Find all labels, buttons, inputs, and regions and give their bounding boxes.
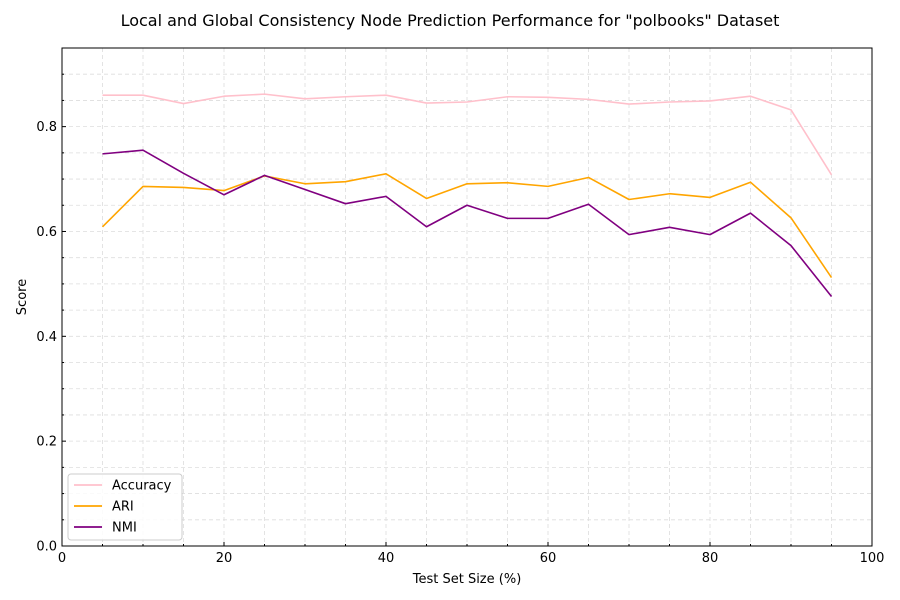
- x-axis-label: Test Set Size (%): [412, 572, 522, 587]
- x-tick-label: 100: [860, 551, 885, 566]
- chart-title: Local and Global Consistency Node Predic…: [121, 11, 780, 30]
- legend-label: Accuracy: [112, 479, 172, 494]
- x-tick-label: 40: [378, 551, 395, 566]
- series-line-accuracy: [102, 93, 833, 176]
- y-tick-label: 0.2: [36, 435, 57, 450]
- y-tick-label: 0.6: [36, 225, 57, 240]
- x-tick-label: 20: [216, 551, 233, 566]
- grid-layer: [62, 48, 872, 546]
- y-axis-label: Score: [15, 279, 30, 315]
- series-line-ari: [101, 173, 833, 279]
- legend-label: NMI: [112, 521, 137, 536]
- legend-box: [67, 473, 183, 541]
- series-layer: [101, 93, 833, 297]
- y-tick-label: 0.4: [36, 330, 57, 345]
- y-tick-label: 0.0: [36, 540, 57, 555]
- x-tick-label: 60: [540, 551, 557, 566]
- y-tick-label: 0.8: [36, 120, 57, 135]
- legend-label: ARI: [112, 500, 134, 515]
- x-tick-label: 80: [702, 551, 719, 566]
- ticks-layer: 0 20 40 60 80 100 0.0 0.2 0.4 0.6 0.8: [36, 73, 885, 566]
- legend: Accuracy ARI NMI: [67, 473, 183, 541]
- x-tick-label: 0: [58, 551, 66, 566]
- series-line-nmi: [102, 149, 833, 297]
